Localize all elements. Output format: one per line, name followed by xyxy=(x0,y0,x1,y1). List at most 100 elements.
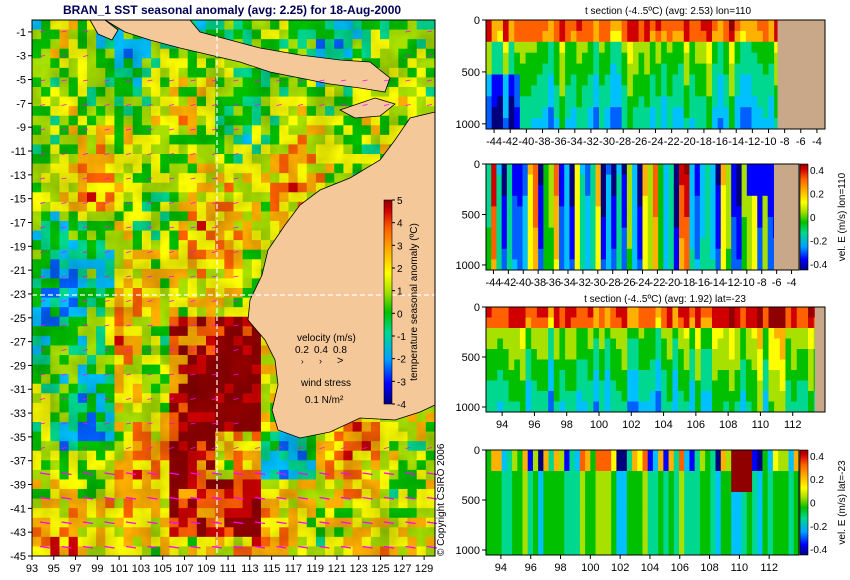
section-cell xyxy=(582,380,589,392)
section-cell xyxy=(695,391,702,402)
section-x-tick-label: -6 xyxy=(796,136,806,148)
section-cell xyxy=(590,227,596,239)
section-cell xyxy=(663,206,669,218)
section-cell xyxy=(655,380,662,392)
section-cell xyxy=(637,206,643,218)
section-cell xyxy=(501,206,508,218)
section-cell xyxy=(600,471,607,482)
section-cell xyxy=(632,359,639,371)
section-cell xyxy=(569,259,576,271)
section-cell xyxy=(694,217,701,228)
section-cell xyxy=(548,460,555,472)
wind-vector xyxy=(125,128,132,131)
section-cell xyxy=(595,534,602,545)
section-cell xyxy=(740,85,747,97)
section-cell xyxy=(621,174,628,186)
wind-vector xyxy=(190,251,196,253)
section-cell xyxy=(642,523,649,535)
section-cell xyxy=(532,544,539,556)
section-cell xyxy=(649,307,656,318)
section-cell xyxy=(694,185,701,197)
section-cell xyxy=(746,195,753,207)
section-cell xyxy=(712,96,719,108)
section-cell xyxy=(762,164,769,175)
wind-vector xyxy=(125,521,137,525)
map-y-tick-label: -3 xyxy=(16,51,26,63)
section-cell xyxy=(527,195,534,207)
section-cell xyxy=(616,195,623,207)
section-cell xyxy=(543,164,549,175)
section-cell xyxy=(774,380,781,392)
section-cell xyxy=(678,338,685,350)
section-cell xyxy=(638,380,645,392)
section-cell xyxy=(655,338,662,350)
section-cell xyxy=(679,217,685,228)
section-cell xyxy=(506,513,513,524)
section-cell xyxy=(632,259,638,271)
section-cell xyxy=(527,502,534,514)
wind-legend-title: wind stress xyxy=(300,378,351,389)
section-cell xyxy=(740,107,747,119)
section-cell xyxy=(542,370,549,381)
wind-vector xyxy=(61,521,72,525)
section-cell xyxy=(728,74,735,86)
section-cell xyxy=(679,206,685,218)
section-cell xyxy=(626,492,633,503)
section-cell xyxy=(638,30,645,43)
section-cell xyxy=(595,164,602,175)
wind-vector xyxy=(61,251,67,253)
section-cell xyxy=(683,107,690,119)
map-colorbar-tick-label: -1 xyxy=(397,332,406,343)
section-cell xyxy=(621,492,628,503)
section-cell xyxy=(723,328,730,339)
section-cell xyxy=(661,349,668,360)
wind-vector xyxy=(82,153,89,155)
section-cell xyxy=(610,52,617,64)
wind-vector xyxy=(104,177,110,180)
wind-vector xyxy=(82,545,94,549)
wind-vector xyxy=(362,104,368,106)
section-cell xyxy=(796,349,803,360)
wind-vector xyxy=(39,422,46,425)
section-cell xyxy=(762,391,769,402)
wind-vector xyxy=(39,55,46,57)
section-cell xyxy=(723,30,730,43)
section-cell xyxy=(751,30,758,43)
section-cell xyxy=(542,401,549,413)
section-cell xyxy=(710,185,716,197)
section-cell xyxy=(695,338,702,350)
section-cell xyxy=(564,259,570,271)
section-x-tick-label: 104 xyxy=(654,419,672,431)
section-y-tick-label: 1000 xyxy=(456,119,480,131)
section-cell xyxy=(725,227,732,239)
wind-vector xyxy=(125,104,132,106)
section-cell xyxy=(565,328,572,339)
section-cell xyxy=(768,30,775,43)
section-cell xyxy=(745,74,752,86)
section-cell xyxy=(642,238,649,250)
wind-vector xyxy=(125,373,132,376)
section-cell xyxy=(519,20,526,32)
section-cell xyxy=(590,248,596,260)
section-cell xyxy=(582,307,589,318)
section-cell xyxy=(644,118,651,130)
section-cell xyxy=(632,338,639,350)
section-cell xyxy=(611,227,617,239)
section-cell xyxy=(600,227,607,239)
section-cell xyxy=(595,248,602,260)
section-cell xyxy=(774,118,781,130)
section-cell xyxy=(587,118,594,130)
map-x-tick-label: 105 xyxy=(154,563,172,575)
section-cell xyxy=(741,238,748,250)
section-cell xyxy=(486,502,492,514)
section-cell xyxy=(712,118,719,130)
section-cell xyxy=(532,450,539,461)
section-cell xyxy=(506,460,513,472)
wind-vector xyxy=(211,275,218,278)
section-cell xyxy=(723,338,730,350)
section-cell xyxy=(559,380,566,392)
section-cell xyxy=(725,195,732,207)
section-cell xyxy=(548,401,555,413)
section-cell xyxy=(604,370,611,381)
